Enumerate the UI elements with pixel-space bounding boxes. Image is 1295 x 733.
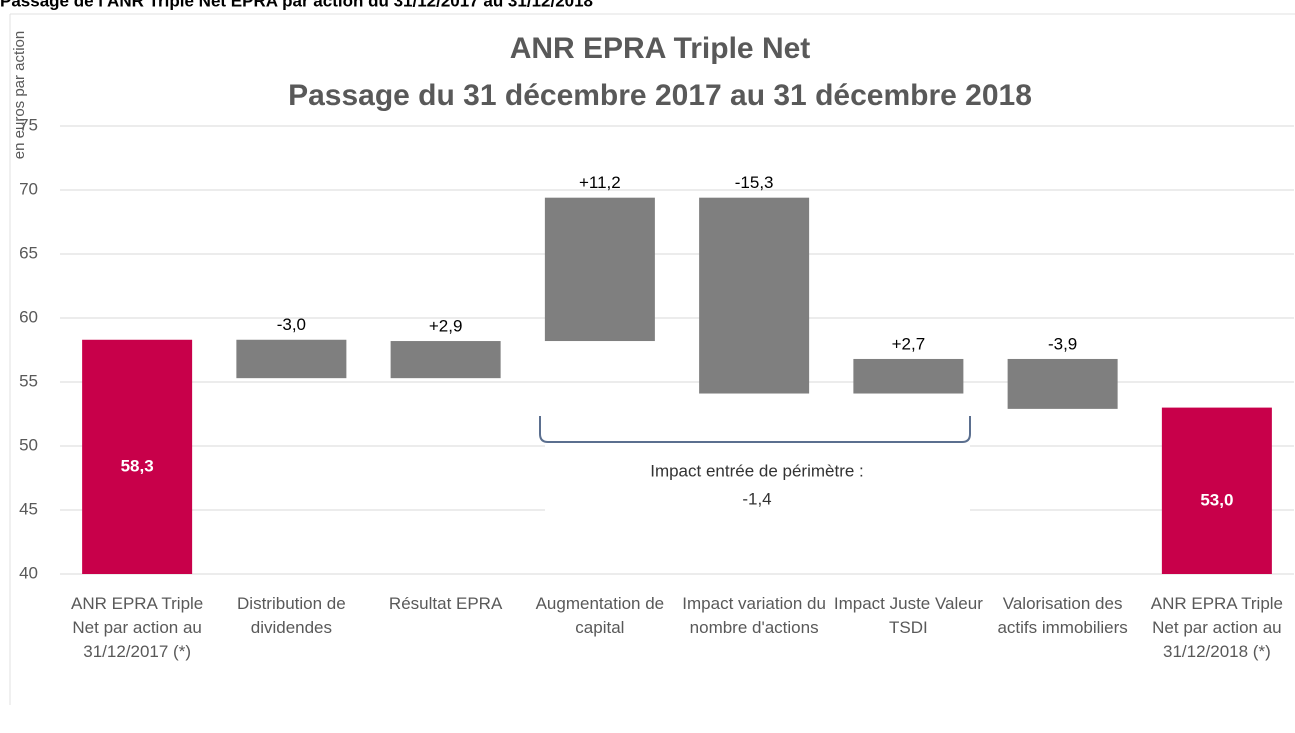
chart-subtitle: Passage du 31 décembre 2017 au 31 décemb…: [288, 79, 1032, 112]
x-tick-label: ANR EPRA Triple Net par action au 31/12/…: [1150, 594, 1283, 661]
value-label: +11,2: [579, 173, 621, 192]
bar: [390, 341, 501, 379]
chart-title: ANR EPRA Triple Net: [510, 32, 811, 65]
x-tick-label: Valorisation des actifs immobiliers: [997, 594, 1128, 637]
y-tick-label: 45: [19, 499, 38, 518]
value-label: -15,3: [735, 173, 774, 192]
value-label: +2,9: [429, 317, 463, 336]
value-label: -3,9: [1048, 334, 1077, 353]
y-tick-label: 75: [19, 115, 38, 134]
y-tick-label: 55: [19, 371, 38, 390]
bracket: [539, 416, 971, 443]
value-label: +2,7: [892, 334, 926, 353]
y-tick-label: 40: [19, 563, 38, 582]
y-tick-label: 65: [19, 243, 38, 262]
bar: [1007, 358, 1118, 409]
value-label: 58,3: [121, 456, 154, 475]
x-tick-label: Distribution de dividendes: [237, 594, 346, 637]
y-tick-label: 60: [19, 307, 38, 326]
value-label: 53,0: [1200, 490, 1233, 509]
y-tick-label: 50: [19, 435, 38, 454]
x-tick-label: Résultat EPRA: [388, 594, 503, 613]
bar: [1161, 407, 1272, 574]
y-axis-label: en euros par action: [11, 31, 28, 159]
bar: [699, 197, 810, 394]
bar: [82, 339, 193, 574]
bar: [544, 197, 655, 342]
annotation-background: [545, 445, 970, 515]
x-tick-label: Impact Juste Valeur TSDI: [833, 594, 983, 637]
bar: [236, 339, 347, 379]
x-tick-label: Augmentation de capital: [535, 594, 665, 637]
annotation: -1,4: [742, 489, 771, 508]
annotation: Impact entrée de périmètre :: [650, 461, 864, 480]
heading: Passage de l'ANR Triple Net EPRA par act…: [0, 0, 593, 10]
y-tick-label: 70: [19, 179, 38, 198]
x-tick-label: Impact variation du nombre d'actions: [682, 594, 826, 637]
value-label: -3,0: [277, 315, 306, 334]
bar: [853, 358, 964, 394]
x-tick-label: ANR EPRA Triple Net par action au 31/12/…: [70, 594, 204, 661]
